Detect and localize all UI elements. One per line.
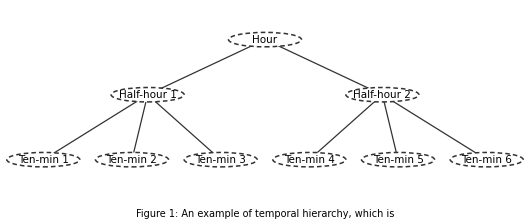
Text: Hour: Hour [252,35,278,45]
Ellipse shape [228,32,302,47]
Ellipse shape [7,153,80,167]
Ellipse shape [346,87,419,102]
Ellipse shape [111,87,184,102]
Ellipse shape [184,153,257,167]
Text: Ten-min 4: Ten-min 4 [284,155,335,165]
Text: Half-hour 1: Half-hour 1 [119,90,176,100]
Ellipse shape [450,153,523,167]
Text: Ten-min 5: Ten-min 5 [373,155,423,165]
Ellipse shape [273,153,346,167]
Text: Ten-min 2: Ten-min 2 [107,155,157,165]
Text: Half-hour 2: Half-hour 2 [354,90,411,100]
Ellipse shape [361,153,435,167]
Text: Ten-min 3: Ten-min 3 [195,155,246,165]
Ellipse shape [95,153,169,167]
Text: Figure 1: An example of temporal hierarchy, which is: Figure 1: An example of temporal hierarc… [136,209,394,219]
Text: Ten-min 6: Ten-min 6 [461,155,512,165]
Text: Ten-min 1: Ten-min 1 [18,155,69,165]
